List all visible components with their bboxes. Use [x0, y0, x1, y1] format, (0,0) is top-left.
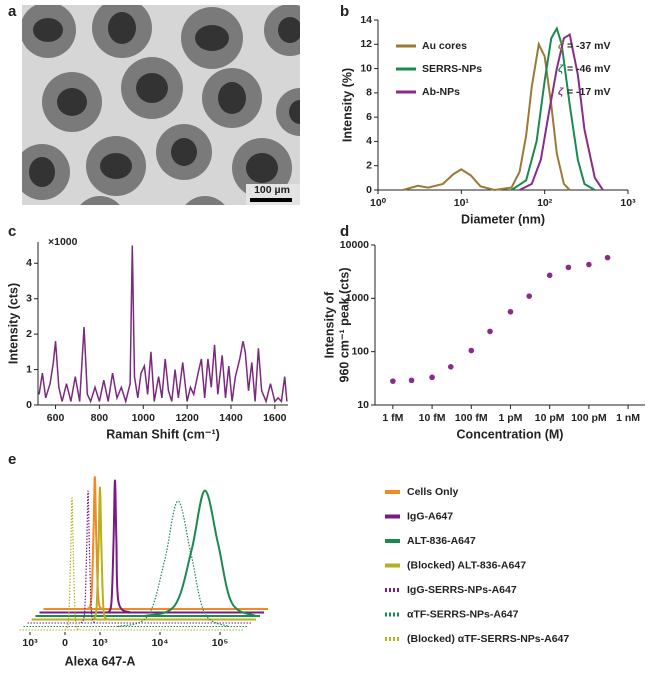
- y-axis-label: 960 cm⁻¹ peak (cts): [337, 268, 351, 383]
- legend-label: Cells Only: [407, 486, 459, 498]
- y-tick-label: 1000: [346, 292, 370, 304]
- zeta-value: = -17 mV: [567, 86, 610, 98]
- data-line: [519, 32, 604, 191]
- tem-image: [22, 5, 300, 205]
- data-point: [468, 347, 475, 354]
- legend-label: IgG-A647: [407, 510, 453, 522]
- panel-label: d: [340, 223, 349, 240]
- x-tick-label: 800: [91, 412, 109, 424]
- x-tick-label: 1 nM: [616, 412, 640, 424]
- panel-label: c: [8, 223, 16, 240]
- data-point: [390, 378, 396, 384]
- y-tick-label: 3: [26, 292, 32, 304]
- x-tick-label: 1200: [175, 412, 199, 424]
- y-tick-label: 1: [26, 363, 32, 375]
- data-point: [586, 261, 592, 268]
- y-tick-label: 0: [366, 184, 372, 196]
- y-axis-label: Intensity (cts): [6, 283, 20, 364]
- x-tick-label: 100 fM: [455, 412, 488, 424]
- data-point: [487, 328, 493, 335]
- x-tick-label: 1 fM: [382, 412, 403, 424]
- y-tick-label: 8: [366, 87, 372, 99]
- y-axis-label: Intensity of: [322, 291, 336, 359]
- legend-label: SERRS-NPs: [422, 63, 482, 75]
- x-tick-label: 10¹: [454, 197, 470, 209]
- x-axis-label: Concentration (M): [457, 427, 564, 441]
- x-tick-label: 10⁴: [152, 637, 169, 649]
- y-tick-label: 10: [357, 399, 369, 411]
- x-tick-label: 10 fM: [419, 412, 446, 424]
- x-tick-label: 10⁰: [370, 197, 387, 209]
- legend-label: ALT-836-A647: [407, 535, 476, 547]
- histogram-curve: [144, 489, 257, 617]
- data-point: [546, 272, 553, 279]
- x-tick-label: 600: [47, 412, 65, 424]
- zeta-value: = -37 mV: [567, 40, 610, 52]
- y-tick-label: 6: [366, 111, 372, 123]
- y-tick-label: 10000: [340, 239, 369, 251]
- legend-label: Au cores: [422, 40, 467, 52]
- data-point: [526, 293, 532, 299]
- legend-label: (Blocked) αTF-SERRS-NPs-A647: [407, 633, 569, 645]
- panel-label: b: [340, 3, 349, 20]
- x-tick-label: 10³: [620, 197, 636, 209]
- scale-note: ×1000: [48, 236, 78, 248]
- y-tick-label: 4: [366, 135, 372, 147]
- scale-bar: [250, 198, 292, 202]
- x-tick-label: 10⁵: [212, 637, 229, 649]
- data-line: [38, 245, 288, 405]
- histogram-curve: [80, 490, 96, 624]
- y-tick-label: 4: [26, 257, 32, 269]
- legend-label: Ab-NPs: [422, 86, 460, 98]
- histogram-curve: [107, 479, 131, 614]
- zeta-value: = -46 mV: [567, 63, 610, 75]
- x-tick-label: 100 pM: [571, 412, 607, 424]
- histogram-curve: [117, 500, 230, 628]
- data-point: [507, 308, 514, 315]
- panel-label: a: [8, 3, 17, 20]
- x-axis-label: Alexa 647-A: [65, 654, 136, 668]
- data-point: [565, 264, 572, 271]
- x-tick-label: 10²: [537, 197, 553, 209]
- panel-label: e: [8, 451, 16, 468]
- zeta-symbol: ζ: [558, 40, 564, 52]
- y-tick-label: 14: [360, 14, 372, 26]
- zeta-symbol: ζ: [558, 86, 564, 98]
- y-tick-label: 2: [26, 328, 32, 340]
- x-tick-label: 1600: [263, 412, 287, 424]
- y-tick-label: 0: [26, 399, 32, 411]
- zeta-symbol: ζ: [558, 63, 564, 75]
- y-tick-label: 10: [360, 62, 372, 74]
- legend-label: (Blocked) ALT-836-A647: [407, 559, 526, 571]
- x-tick-label: 1400: [219, 412, 243, 424]
- histogram-curve: [64, 497, 80, 631]
- data-point: [429, 374, 435, 381]
- x-tick-label: 1000: [132, 412, 156, 424]
- data-line: [510, 26, 596, 191]
- x-tick-label: 0: [62, 637, 68, 649]
- data-point: [604, 254, 611, 261]
- y-tick-label: 100: [351, 345, 369, 357]
- x-tick-label: 1 pM: [499, 412, 523, 424]
- x-axis-label: Diameter (nm): [461, 212, 545, 226]
- data-point: [447, 364, 454, 370]
- y-axis-label: Intensity (%): [340, 68, 354, 142]
- scale-bar-label: 100 µm: [254, 184, 290, 196]
- histogram-curve: [92, 486, 108, 621]
- legend-label: IgG-SERRS-NPs-A647: [407, 584, 517, 596]
- x-tick-label: 10³: [22, 637, 38, 649]
- x-tick-label: 10³: [92, 637, 108, 649]
- data-point: [408, 377, 415, 384]
- x-tick-label: 10 pM: [535, 412, 565, 424]
- y-tick-label: 2: [366, 159, 372, 171]
- y-tick-label: 12: [360, 38, 372, 50]
- x-axis-label: Raman Shift (cm⁻¹): [106, 427, 220, 441]
- legend-label: αTF-SERRS-NPs-A647: [407, 608, 519, 620]
